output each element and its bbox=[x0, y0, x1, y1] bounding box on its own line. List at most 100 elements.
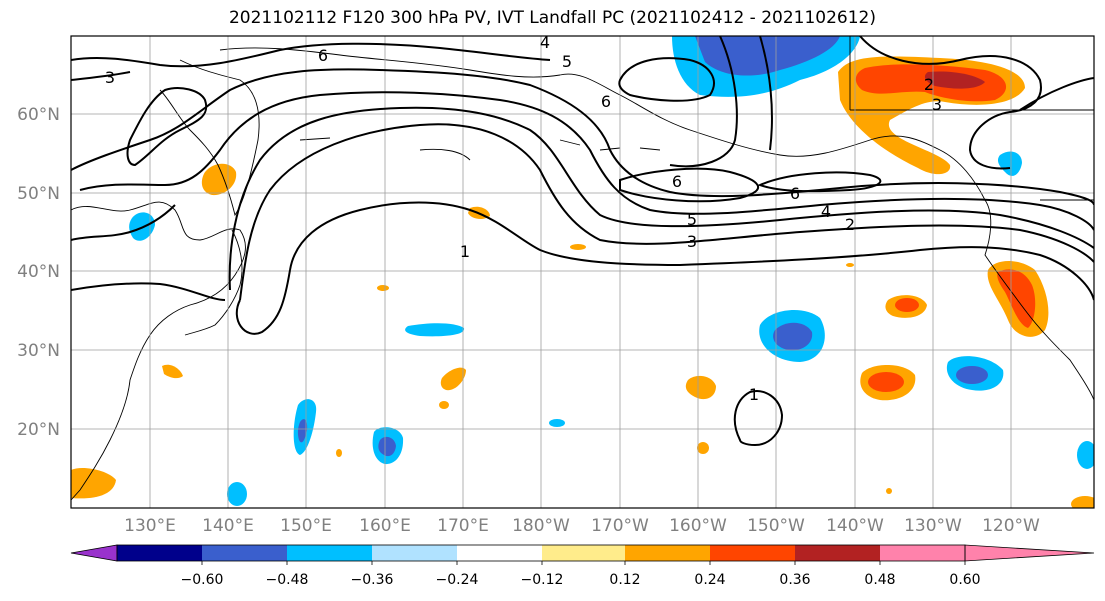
contour-1-asia bbox=[71, 282, 226, 301]
contour-ne-asia bbox=[71, 204, 176, 241]
contour-label: 2 bbox=[924, 75, 934, 94]
lon-label: 140°W bbox=[826, 516, 884, 536]
contour-3-west bbox=[71, 71, 131, 81]
lat-label: 30°N bbox=[17, 341, 60, 361]
contour-alaska-1 bbox=[669, 36, 738, 168]
lon-label: 160°E bbox=[359, 516, 411, 536]
pos-anomaly-dot-10 bbox=[336, 449, 342, 457]
lon-label: 170°E bbox=[437, 516, 489, 536]
coast-aleutians bbox=[299, 137, 661, 161]
neg-anomaly-bc bbox=[997, 151, 1022, 176]
contour-canada bbox=[859, 36, 1042, 170]
contour-label: 5 bbox=[687, 210, 697, 229]
contour-label: 5 bbox=[562, 52, 572, 71]
colorbar-segment bbox=[795, 545, 880, 561]
colorbar-segment bbox=[117, 545, 202, 561]
colorbar-extend-max bbox=[964, 544, 1095, 562]
pos-anomaly-dot-3 bbox=[377, 285, 389, 291]
colorbar-segment bbox=[372, 545, 457, 561]
contour-6-mid bbox=[619, 167, 760, 203]
colorbar-frame bbox=[116, 544, 966, 562]
neg-anomaly-dot-3 bbox=[1077, 441, 1094, 469]
pos-anomaly-hawaii bbox=[685, 375, 716, 400]
pos-anomaly-dot-2 bbox=[570, 244, 586, 250]
neg-anomaly-pacific-1-core bbox=[773, 322, 813, 351]
lon-label: 130°E bbox=[124, 516, 176, 536]
contour-6-bering bbox=[618, 57, 715, 102]
coast-kamchatka bbox=[159, 59, 260, 217]
contour-label: 4 bbox=[821, 202, 831, 221]
colorbar-segment bbox=[625, 545, 710, 561]
coast-canada-border bbox=[849, 36, 1094, 201]
lon-label: 170°W bbox=[591, 516, 649, 536]
colorbar-extend-min bbox=[70, 544, 118, 562]
contour-label: 6 bbox=[601, 92, 611, 111]
colorbar-segment bbox=[542, 545, 625, 561]
contour-2 bbox=[239, 123, 1094, 301]
contour-alaska-2 bbox=[759, 36, 773, 151]
longitude-labels: 130°E 140°E 150°E 160°E 170°E 180°W 170°… bbox=[124, 516, 1040, 536]
coast-siberia bbox=[219, 47, 561, 78]
colorbar-tick-label: −0.36 bbox=[351, 572, 394, 588]
colorbar-tick-label: 0.24 bbox=[694, 572, 725, 588]
pos-anomaly-dot-5 bbox=[440, 367, 466, 391]
contour-1-lower bbox=[235, 269, 291, 335]
lat-label: 50°N bbox=[17, 184, 60, 204]
contour-label: 4 bbox=[540, 33, 550, 52]
colorbar-tick-label: −0.48 bbox=[266, 572, 309, 588]
pos-anomaly-dot-8 bbox=[697, 442, 709, 454]
colorbar-tick-label: −0.24 bbox=[436, 572, 479, 588]
lon-label: 140°E bbox=[202, 516, 254, 536]
lat-label: 60°N bbox=[17, 105, 60, 125]
coast-japan bbox=[184, 229, 243, 336]
contour-1-south bbox=[733, 390, 784, 447]
lon-label: 150°W bbox=[747, 516, 805, 536]
colorbar-segment bbox=[880, 545, 965, 561]
contour-label: 3 bbox=[932, 95, 942, 114]
lon-label: 160°W bbox=[669, 516, 727, 536]
colorbar-segment bbox=[202, 545, 287, 561]
contour-label: 6 bbox=[318, 46, 328, 65]
colorbar-tick-label: 0.60 bbox=[949, 572, 980, 588]
colorbar-segment bbox=[287, 545, 372, 561]
lon-label: 130°W bbox=[904, 516, 962, 536]
pos-anomaly-dot-11 bbox=[886, 488, 892, 494]
contour-label: 3 bbox=[687, 232, 697, 251]
neg-anomaly-pacific-2-core bbox=[956, 366, 988, 384]
contour-label-group: 3 6 4 5 6 2 3 6 6 5 4 2 3 1 1 bbox=[105, 33, 942, 404]
pos-anomaly-pacific-2-core bbox=[868, 372, 904, 392]
contour-west-pacific bbox=[126, 87, 208, 167]
plot-frame bbox=[70, 35, 1095, 509]
contour-label: 2 bbox=[845, 215, 855, 234]
neg-anomaly-philippine-sea-core bbox=[297, 419, 308, 443]
neg-anomaly-dot-1 bbox=[549, 419, 565, 427]
contour-4 bbox=[79, 91, 1094, 231]
neg-anomaly-dot-2 bbox=[227, 482, 247, 506]
colorbar-tick-label: 0.12 bbox=[609, 572, 640, 588]
colorbar-segment bbox=[710, 545, 795, 561]
contour-label: 6 bbox=[672, 172, 682, 191]
colorbar-tick-label: 0.48 bbox=[864, 572, 895, 588]
neg-anomaly-strip bbox=[405, 323, 465, 337]
contour-canada-2 bbox=[1019, 77, 1094, 111]
lat-label: 40°N bbox=[17, 262, 60, 282]
contour-6-east bbox=[757, 171, 882, 193]
colorbar-tick-label: −0.12 bbox=[521, 572, 564, 588]
lon-label: 180°W bbox=[512, 516, 570, 536]
contour-label: 1 bbox=[460, 242, 470, 261]
contour-1 bbox=[289, 201, 1094, 301]
colorbar-ticks bbox=[201, 561, 966, 565]
contour-label: 6 bbox=[790, 184, 800, 203]
coast-asia bbox=[71, 201, 246, 501]
map-title: 2021102112 F120 300 hPa PV, IVT Landfall… bbox=[228, 8, 876, 28]
colorbar: −0.60 −0.48 −0.36 −0.24 −0.12 0.12 0.24 … bbox=[70, 544, 1095, 588]
lat-label: 20°N bbox=[17, 420, 60, 440]
pos-anomaly-south-china bbox=[71, 468, 116, 499]
pos-anomaly-dot-4 bbox=[846, 263, 854, 267]
colorbar-tick-label: −0.60 bbox=[181, 572, 224, 588]
pos-anomaly-dot-6 bbox=[162, 364, 183, 379]
lon-label: 120°W bbox=[982, 516, 1040, 536]
contour-label: 3 bbox=[105, 68, 115, 87]
lon-label: 150°E bbox=[280, 516, 332, 536]
